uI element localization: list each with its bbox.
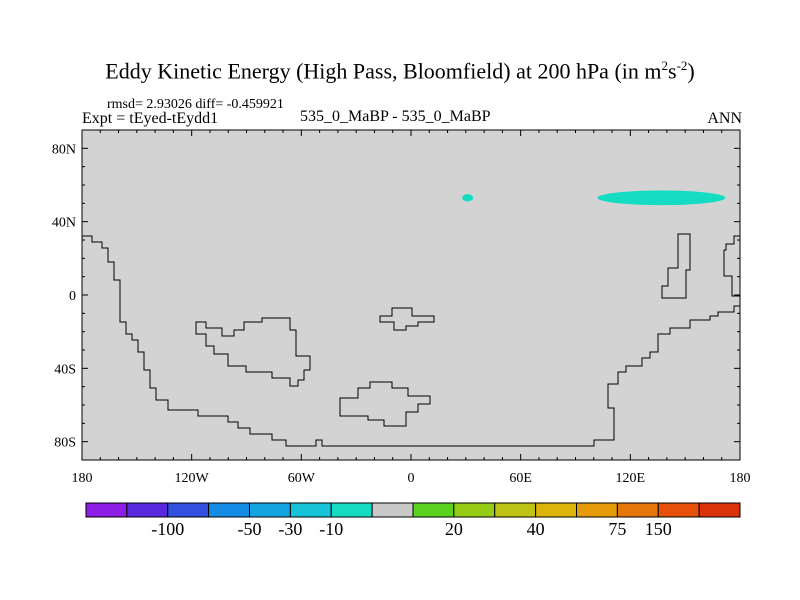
- coastline-south-1: [379, 307, 435, 331]
- y-tick-label: 80S: [54, 436, 76, 451]
- chart-title: Eddy Kinetic Energy (High Pass, Bloomfie…: [105, 58, 695, 84]
- colorbar-swatch: [249, 502, 291, 518]
- coastline-africa: [195, 317, 311, 387]
- colorbar-labels: -100 -50 -30 -10 20 40 75 150: [151, 519, 672, 539]
- colorbar: [85, 502, 741, 518]
- colorbar-label: -100: [151, 519, 184, 539]
- colorbar-swatch: [208, 502, 250, 518]
- anomaly-patch-1: [462, 194, 474, 202]
- colorbar-swatch: [494, 502, 537, 518]
- colorbar-label: -30: [278, 519, 302, 539]
- tick-layer: [81, 129, 741, 461]
- colorbar-swatch: [330, 502, 373, 518]
- case-label: 535_0_MaBP - 535_0_MaBP: [300, 108, 491, 125]
- experiment-label: Expt = tEyed-tEydd1: [82, 110, 219, 127]
- colorbar-swatch: [616, 502, 659, 518]
- coastline-island-a: [661, 233, 691, 299]
- coastline-west: [82, 235, 740, 447]
- colorbar-swatch: [698, 502, 741, 518]
- x-tick-label: 180: [730, 471, 751, 486]
- colorbar-swatch: [535, 502, 577, 518]
- x-tick-label: 120W: [175, 471, 210, 486]
- coastline-layer: [82, 233, 740, 447]
- colorbar-swatch: [85, 502, 128, 518]
- y-tick-label: 40S: [54, 362, 76, 377]
- colorbar-swatch: [453, 502, 496, 518]
- tick-label-layer: 180 120W 60W 0 60E 120E 180 80N 40N 0 40S 80S: [52, 142, 751, 486]
- y-tick-label: 0: [69, 289, 76, 304]
- stats-label: rmsd= 2.93026 diff= -0.459921: [107, 97, 284, 112]
- x-tick-label: 0: [408, 471, 415, 486]
- colorbar-swatch: [289, 502, 332, 518]
- y-tick-label: 40N: [52, 216, 76, 231]
- colorbar-label: -10: [319, 519, 343, 539]
- colorbar-swatch: [576, 502, 618, 518]
- y-tick-label: 80N: [52, 142, 76, 157]
- x-tick-label: 60E: [509, 471, 532, 486]
- season-label: ANN: [707, 110, 742, 127]
- coastline-east-edge: [723, 235, 740, 297]
- colorbar-label: 150: [645, 519, 672, 539]
- colorbar-swatch: [167, 502, 210, 518]
- coastline-south-2: [339, 381, 431, 427]
- plot-background: [82, 130, 740, 460]
- colorbar-swatch: [371, 502, 414, 518]
- colorbar-label: -50: [238, 519, 262, 539]
- x-tick-label: 180: [72, 471, 93, 486]
- colorbar-label: 40: [527, 519, 545, 539]
- anomaly-layer: [462, 190, 726, 206]
- colorbar-swatch: [412, 502, 455, 518]
- x-tick-label: 60W: [288, 471, 316, 486]
- colorbar-swatch: [126, 502, 169, 518]
- x-tick-label: 120E: [616, 471, 646, 486]
- anomaly-patch-2: [597, 190, 726, 206]
- colorbar-swatch: [657, 502, 700, 518]
- colorbar-label: 20: [445, 519, 463, 539]
- colorbar-label: 75: [608, 519, 626, 539]
